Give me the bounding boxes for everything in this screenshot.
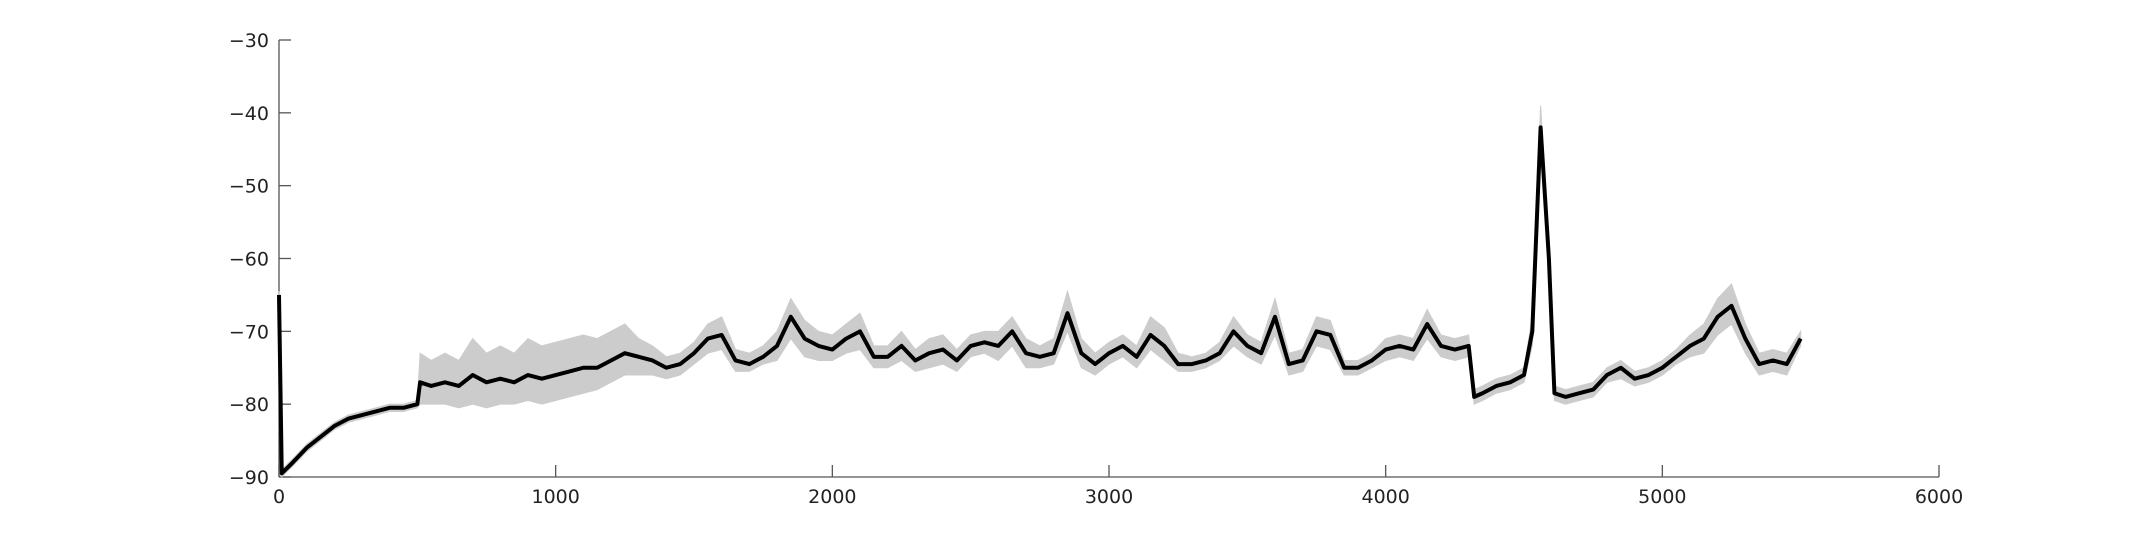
x-tick-label: 2000 [808, 486, 856, 508]
series-line [277, 125, 1803, 476]
y-tick-label: −30 [229, 30, 269, 52]
band [278, 105, 1802, 479]
y-tick-label: −40 [229, 103, 269, 125]
y-tick-label: −60 [229, 249, 269, 271]
x-tick-label: 0 [273, 486, 285, 508]
y-tick-label: −90 [229, 467, 269, 489]
y-tick-label: −80 [229, 394, 269, 416]
x-tick-label: 3000 [1085, 486, 1133, 508]
x-tick-label: 4000 [1361, 486, 1409, 508]
y-tick-label: −70 [229, 321, 269, 343]
x-tick-label: 5000 [1638, 486, 1686, 508]
x-tick-label: 6000 [1915, 486, 1963, 508]
x-tick-label: 1000 [531, 486, 579, 508]
y-tick-label: −50 [229, 176, 269, 198]
